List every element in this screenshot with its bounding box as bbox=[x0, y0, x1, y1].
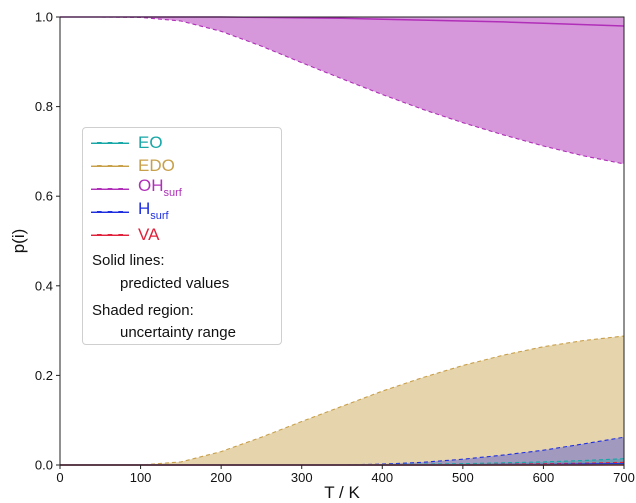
x-tick-label: 0 bbox=[56, 470, 63, 485]
y-tick-label: 0.6 bbox=[35, 189, 53, 204]
legend-entry-edo: EDO bbox=[91, 155, 175, 177]
legend-label: EO bbox=[138, 133, 163, 152]
x-tick-label: 700 bbox=[613, 470, 635, 485]
legend-label: Hsurf bbox=[138, 198, 169, 222]
legend-note-solid-desc: predicted values bbox=[120, 275, 230, 292]
y-axis-label: p(i) bbox=[9, 229, 28, 254]
legend-swatch bbox=[91, 233, 129, 236]
band-ohsurf bbox=[60, 17, 624, 164]
legend-entry-eo: EO bbox=[91, 132, 163, 154]
y-axis: 0.0 0.2 0.4 0.6 0.8 1.0 bbox=[35, 10, 60, 473]
legend-note-shaded-desc: uncertainty range bbox=[120, 324, 236, 341]
x-tick-label: 500 bbox=[452, 470, 474, 485]
y-tick-label: 0.2 bbox=[35, 368, 53, 383]
x-axis: 0 100 200 300 400 500 600 700 bbox=[56, 465, 635, 485]
legend-label: VA bbox=[138, 225, 160, 244]
legend-note-solid-title: Solid lines: bbox=[92, 252, 165, 269]
legend-note-shaded-title: Shaded region: bbox=[92, 302, 194, 319]
bound-upper-edo bbox=[60, 335, 625, 466]
y-tick-label: 0.8 bbox=[35, 99, 53, 114]
legend-entry-hsurf: Hsurf bbox=[91, 198, 169, 223]
legend-label: OHsurf bbox=[138, 175, 182, 199]
band-edo bbox=[60, 336, 624, 465]
plot-frame bbox=[59, 16, 625, 466]
legend-swatch bbox=[91, 141, 129, 144]
legend-swatch bbox=[91, 187, 129, 190]
x-axis-label: T / K bbox=[324, 483, 360, 502]
y-tick-label: 0.0 bbox=[35, 458, 53, 473]
x-tick-label: 600 bbox=[533, 470, 555, 485]
legend-entry-va: VA bbox=[91, 224, 159, 246]
band-hsurf bbox=[60, 437, 624, 465]
bound-lower-ohsurf bbox=[60, 16, 625, 165]
legend-label: EDO bbox=[138, 156, 175, 175]
legend-entry-ohsurf: OHsurf bbox=[91, 175, 182, 200]
x-tick-label: 100 bbox=[130, 470, 152, 485]
legend-swatch bbox=[91, 164, 129, 167]
x-tick-label: 400 bbox=[371, 470, 393, 485]
y-tick-label: 0.4 bbox=[35, 278, 53, 293]
x-tick-label: 300 bbox=[291, 470, 313, 485]
y-tick-label: 1.0 bbox=[35, 10, 53, 25]
x-tick-label: 200 bbox=[210, 470, 232, 485]
legend-swatch bbox=[91, 210, 129, 213]
legend: EO EDO OHsurf Hsurf VA Solid lines: predicte… bbox=[82, 127, 282, 345]
